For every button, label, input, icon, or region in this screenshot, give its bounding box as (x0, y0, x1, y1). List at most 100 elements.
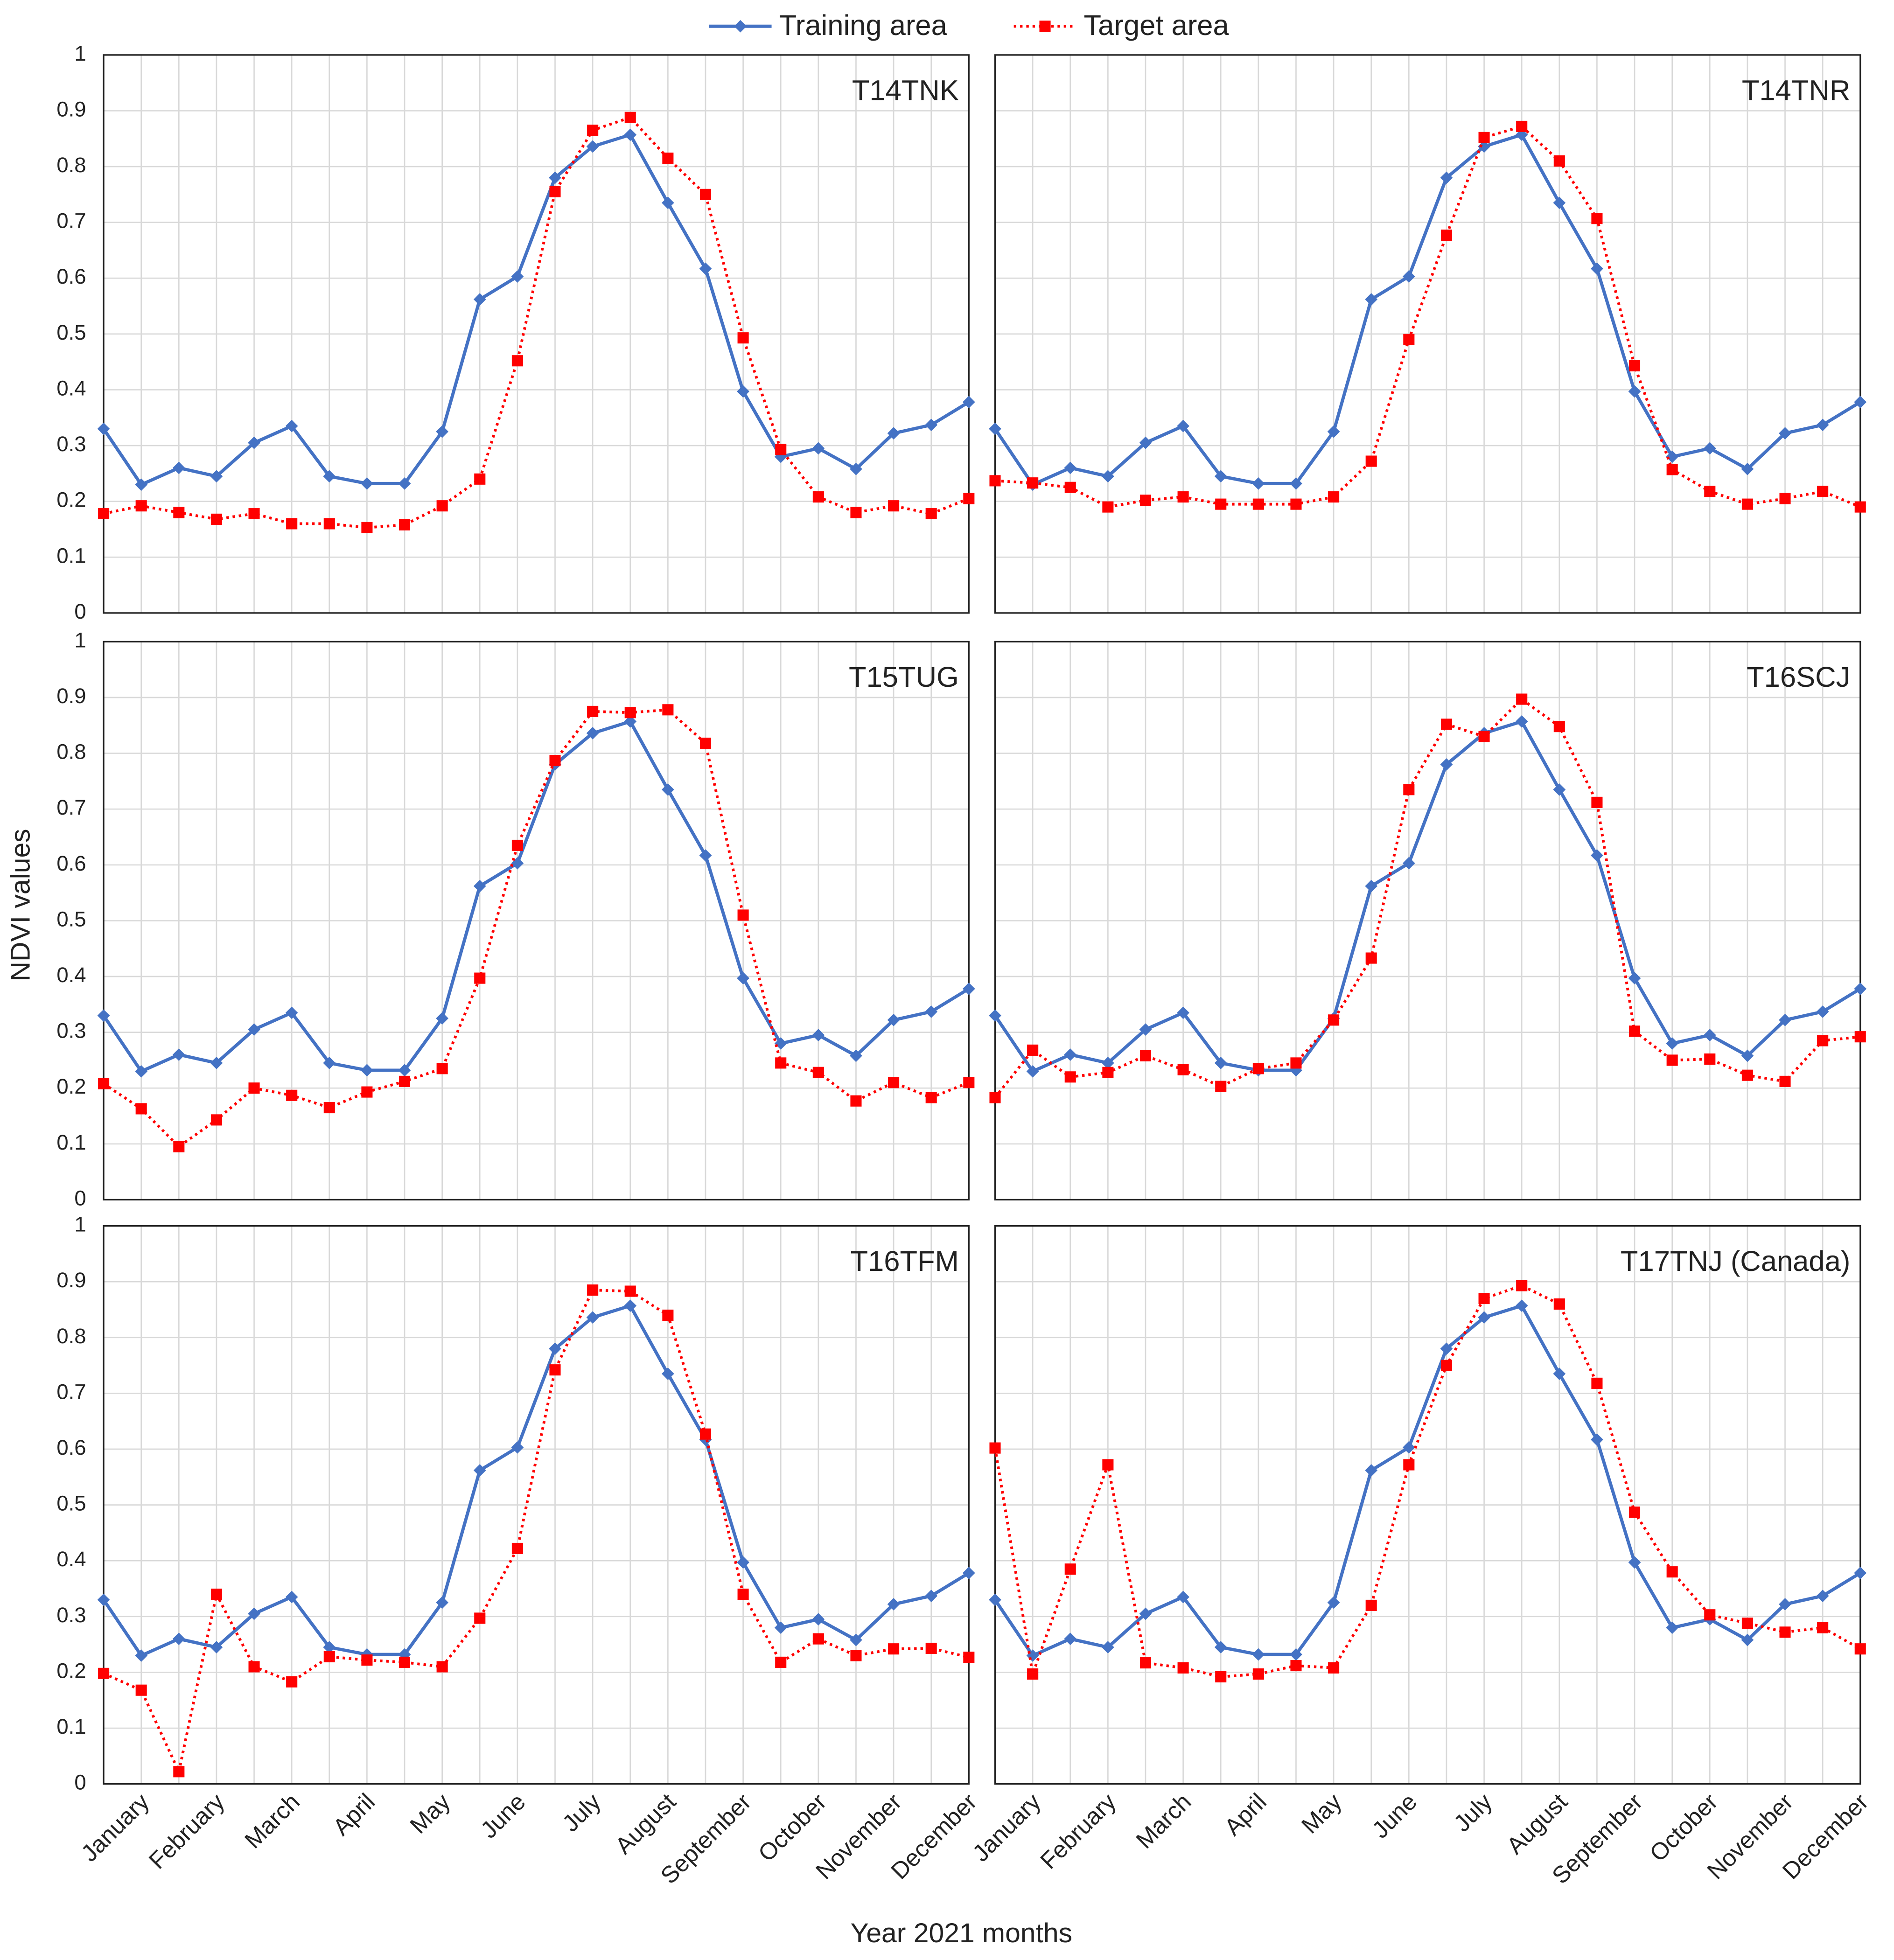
panel-title: T15TUG (849, 661, 959, 693)
diamond-marker (172, 1048, 185, 1061)
diamond-marker (1101, 1641, 1114, 1653)
square-marker (888, 500, 900, 512)
diamond-marker (1402, 857, 1415, 870)
square-marker (775, 444, 787, 455)
y-tick-label: 0.3 (56, 1019, 86, 1043)
diamond-marker (1628, 972, 1641, 984)
square-marker (1666, 464, 1678, 475)
diamond-marker (1628, 1556, 1641, 1569)
square-marker (1591, 796, 1603, 808)
diamond-marker (1139, 1023, 1152, 1036)
diamond-marker (1666, 1037, 1679, 1050)
square-marker (624, 112, 636, 123)
diamond-marker (1666, 1621, 1679, 1634)
square-marker (511, 839, 523, 851)
square-marker (398, 1656, 411, 1668)
square-marker (361, 1654, 373, 1666)
y-tick-label: 0.9 (56, 1268, 86, 1292)
y-tick-label: 1 (74, 1213, 86, 1236)
diamond-marker (989, 1009, 1001, 1022)
diamond-marker (436, 1012, 449, 1025)
square-marker (436, 500, 448, 512)
diamond-marker (586, 140, 599, 153)
square-marker (1403, 784, 1415, 795)
x-tick-label: March (239, 1788, 305, 1854)
diamond-marker (1854, 982, 1867, 995)
square-marker (1027, 1044, 1039, 1056)
y-tick-label: 0.7 (56, 1380, 86, 1403)
square-marker (135, 1684, 147, 1696)
diamond-marker (1666, 450, 1679, 463)
plot-border (103, 54, 970, 614)
panel-title: T14TNR (1742, 74, 1851, 106)
square-marker (1854, 1643, 1866, 1655)
y-tick-label: 1 (74, 42, 86, 65)
square-marker (737, 1588, 749, 1600)
diamond-marker (774, 1621, 787, 1634)
x-tick-label: January (967, 1788, 1046, 1867)
square-marker (775, 1057, 787, 1069)
series-line (993, 1304, 1861, 1658)
square-marker (398, 1075, 411, 1087)
square-marker (925, 1642, 937, 1654)
square-marker (1027, 1668, 1039, 1680)
diamond-marker (361, 1064, 373, 1077)
x-tick-label: April (1219, 1788, 1272, 1841)
diamond-marker (1553, 1367, 1566, 1380)
square-marker (361, 1086, 373, 1098)
x-axis-label: Year 2021 months (850, 1918, 1072, 1948)
square-marker (812, 491, 824, 503)
diamond-marker (624, 715, 637, 728)
diamond-marker (1064, 1048, 1077, 1061)
square-marker (662, 153, 674, 164)
panel-title: T16SCJ (1747, 661, 1850, 693)
y-tick-label: 0 (74, 1771, 86, 1794)
diamond-marker (1290, 477, 1302, 490)
diamond-marker (1177, 1590, 1189, 1604)
diamond-marker (850, 1633, 862, 1646)
square-marker (888, 1643, 900, 1655)
square-marker (1328, 1014, 1340, 1026)
x-tick-label: March (1131, 1788, 1196, 1854)
y-tick-label: 0.3 (56, 432, 86, 456)
square-marker (1365, 1599, 1377, 1611)
diamond-marker (962, 982, 975, 995)
y-tick-label: 0.8 (56, 1324, 86, 1348)
square-marker (699, 738, 712, 749)
y-tick-label: 0.6 (56, 1436, 86, 1459)
diamond-marker (1816, 1005, 1829, 1018)
diamond-marker (473, 293, 486, 306)
diamond-marker (1101, 1057, 1114, 1069)
diamond-marker (1290, 1648, 1302, 1661)
diamond-marker (323, 1641, 336, 1653)
x-tick-label: May (405, 1788, 455, 1839)
square-marker (173, 1766, 185, 1778)
series-line (995, 125, 1861, 509)
square-marker (1779, 493, 1791, 504)
square-marker (1817, 486, 1829, 497)
square-marker (1177, 491, 1189, 503)
square-marker (210, 513, 222, 525)
square-marker (989, 475, 1001, 487)
x-tick-label: June (475, 1788, 531, 1843)
square-marker (436, 1063, 448, 1074)
y-tick-label: 0.9 (56, 684, 86, 708)
square-marker (1704, 1053, 1716, 1065)
plot-border (103, 641, 970, 1201)
diamond-marker (1064, 461, 1077, 474)
diamond-marker (285, 1590, 298, 1604)
square-marker (323, 1651, 335, 1662)
square-marker (436, 1661, 448, 1673)
diamond-marker (624, 1299, 637, 1312)
square-marker (850, 507, 862, 518)
square-marker (1553, 1298, 1565, 1310)
x-tick-label: August (1502, 1788, 1573, 1859)
diamond-marker (661, 783, 674, 796)
diamond-marker (1214, 1641, 1227, 1653)
y-tick-label: 0 (74, 600, 86, 623)
x-tick-label: July (1448, 1788, 1497, 1837)
square-marker (549, 186, 561, 197)
y-tick-label: 0.4 (56, 376, 86, 400)
square-marker (775, 1656, 787, 1668)
diamond-marker (1816, 419, 1829, 432)
